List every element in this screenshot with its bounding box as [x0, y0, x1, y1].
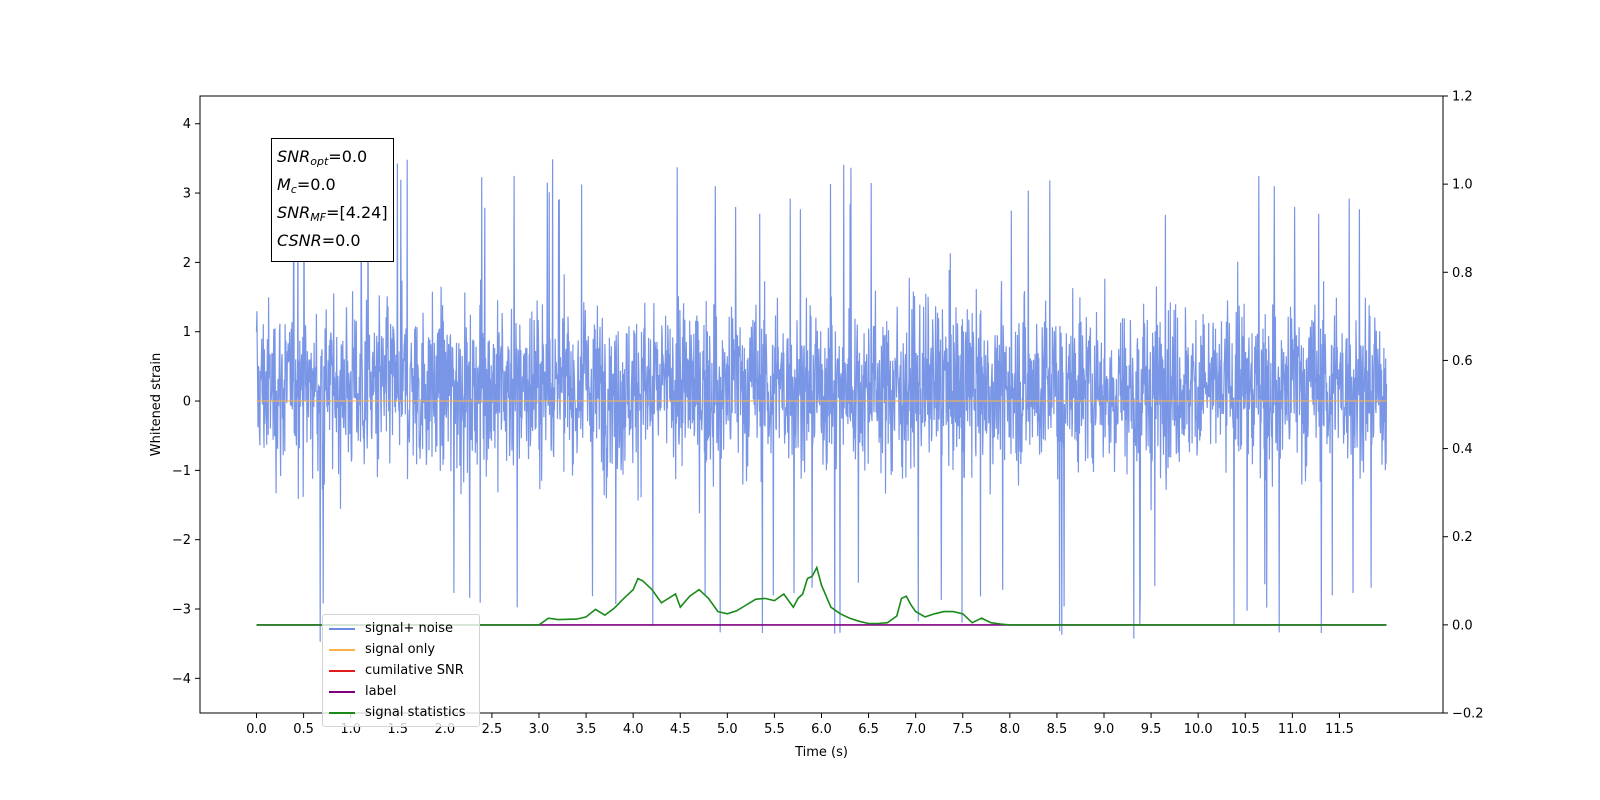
x-tick-label: 11.5	[1325, 722, 1354, 737]
y-tick-label: 2	[183, 256, 191, 271]
y2-tick-label: 0.2	[1452, 530, 1473, 545]
y2-tick-label: 1.0	[1452, 178, 1473, 193]
y-tick-label: −4	[172, 672, 191, 687]
legend-swatch	[329, 690, 355, 693]
series-signal-statistics	[256, 565, 1387, 626]
y2-tick-label: 0.6	[1452, 354, 1473, 369]
x-tick-label: 9.5	[1141, 722, 1162, 737]
y2-tick-label: 1.2	[1452, 90, 1473, 105]
y-tick-label: −1	[172, 464, 191, 479]
x-tick-label: 5.5	[764, 722, 785, 737]
y-tick-label: −2	[172, 533, 191, 548]
legend: signal+ noise signal only cumilative SNR…	[322, 614, 480, 727]
y-tick-label: 0	[183, 395, 191, 410]
x-tick-label: 2.5	[482, 722, 503, 737]
y-tick-label: −3	[172, 603, 191, 618]
info-row-snr-opt: SNRopt=0.0	[277, 147, 368, 168]
x-tick-label: 3.5	[576, 722, 597, 737]
x-tick-label: 6.0	[811, 722, 832, 737]
x-tick-label: 10.5	[1231, 722, 1260, 737]
legend-swatch	[329, 669, 355, 672]
legend-swatch	[329, 711, 355, 714]
series-signal-noise	[255, 159, 1388, 642]
legend-item-signal-noise: signal+ noise	[327, 618, 475, 639]
x-tick-label: 8.0	[999, 722, 1020, 737]
stats-annotation-box: SNRopt=0.0 Mc=0.0 SNRMF=[4.24] CSNR=0.0	[271, 138, 394, 262]
x-tick-label: 4.5	[670, 722, 691, 737]
x-tick-label: 8.5	[1047, 722, 1068, 737]
x-tick-label: 9.0	[1094, 722, 1115, 737]
x-axis-label: Time (s)	[794, 745, 848, 760]
x-tick-label: 10.0	[1184, 722, 1213, 737]
y-tick-label: 1	[183, 325, 191, 340]
x-tick-label: 4.0	[623, 722, 644, 737]
x-tick-label: 5.0	[717, 722, 738, 737]
x-tick-label: 7.0	[905, 722, 926, 737]
x-tick-label: 0.0	[246, 722, 267, 737]
info-row-csnr: CSNR=0.0	[277, 231, 361, 250]
legend-item-signal-statistics: signal statistics	[327, 702, 475, 723]
y2-tick-label: 0.0	[1452, 618, 1473, 633]
x-tick-label: 6.5	[858, 722, 879, 737]
info-row-mc: Mc=0.0	[277, 175, 336, 196]
x-tick-label: 3.0	[529, 722, 550, 737]
x-tick-label: 11.0	[1278, 722, 1307, 737]
info-row-snr-mf: SNRMF=[4.24]	[277, 203, 388, 224]
y-axis-label: Whitened strain	[149, 353, 164, 456]
y-tick-label: 4	[183, 117, 191, 132]
x-tick-label: 7.5	[952, 722, 973, 737]
legend-item-label: label	[327, 681, 475, 702]
y2-tick-label: −0.2	[1452, 707, 1484, 722]
y-tick-label: 3	[183, 187, 191, 202]
legend-item-signal-only: signal only	[327, 639, 475, 660]
x-tick-label: 0.5	[293, 722, 314, 737]
legend-swatch	[329, 648, 355, 651]
y2-tick-label: 0.8	[1452, 266, 1473, 281]
y2-tick-label: 0.4	[1452, 442, 1473, 457]
legend-item-cumilative-snr: cumilative SNR	[327, 660, 475, 681]
legend-swatch	[329, 627, 355, 630]
